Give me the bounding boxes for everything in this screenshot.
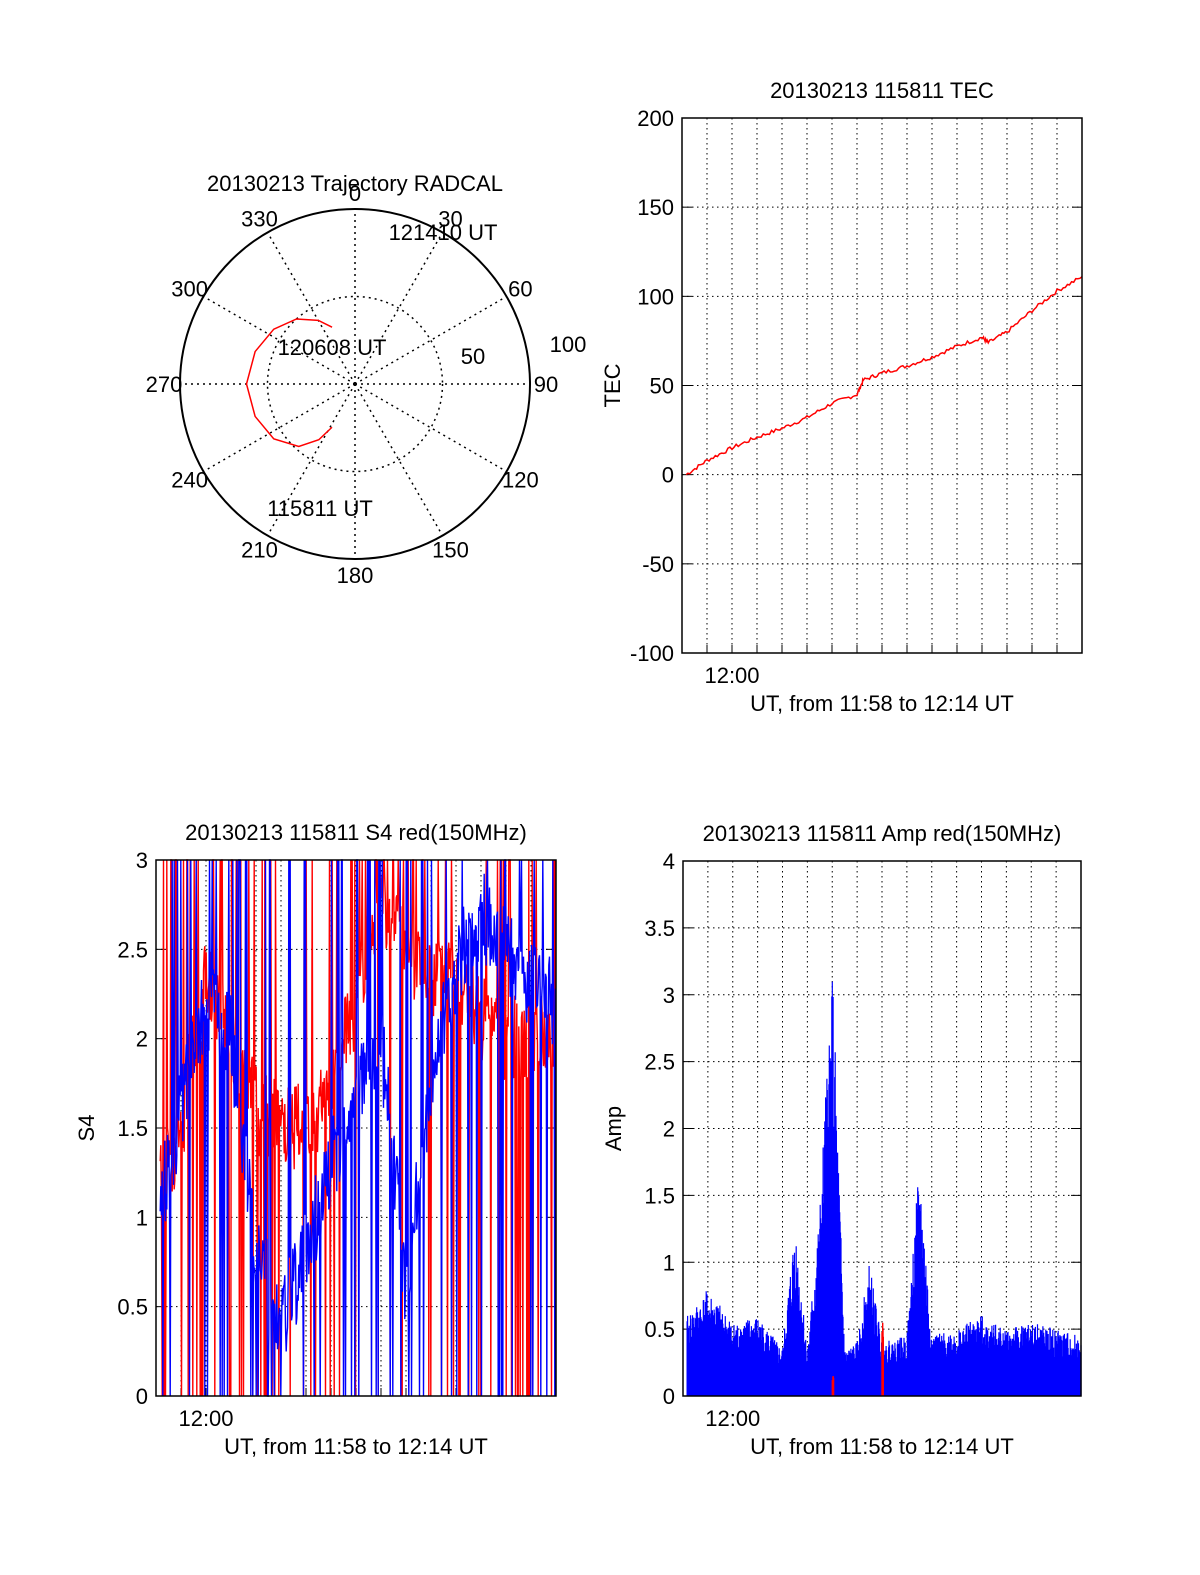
trajectory-line	[245, 318, 333, 448]
plot-frame	[681, 117, 1083, 654]
polar-spoke	[354, 232, 444, 385]
tec-title: 20130213 115811 TEC	[770, 78, 994, 103]
polar-angle-label: 300	[171, 277, 208, 302]
y-axis-label: TEC	[600, 363, 625, 407]
y-tick-label: 4	[663, 849, 675, 874]
y-tick-label: 1	[663, 1250, 675, 1275]
y-tick-label: 0	[663, 1384, 675, 1409]
polar-angle-label: 120	[502, 468, 539, 493]
polar-angle-label: 270	[146, 372, 183, 397]
y-tick-label: 200	[637, 106, 674, 131]
amp-series-red	[831, 1376, 835, 1396]
trajectory-title: 20130213 Trajectory RADCAL	[207, 171, 503, 196]
x-tick-label: 12:00	[704, 663, 759, 688]
trajectory-annotation: 120608 UT	[278, 335, 387, 360]
y-tick-label: 150	[637, 195, 674, 220]
y-tick-label: 2	[663, 1117, 675, 1142]
y-tick-label: -100	[630, 641, 674, 666]
polar-spoke	[266, 232, 356, 385]
amp-chart: 20130213 115811 Amp red(150MHz) 0 0.5 1 1.5 2…	[601, 821, 1082, 1459]
y-tick-label: 100	[637, 284, 674, 309]
y-tick-label: 3	[136, 848, 148, 873]
polar-angle-label: 330	[241, 207, 278, 232]
polar-spoke	[266, 383, 356, 536]
polar-radial-label: 50	[461, 344, 485, 369]
y-tick-label: 1.5	[644, 1183, 675, 1208]
y-tick-label: 50	[650, 374, 674, 399]
tec-chart: 20130213 115811 TEC -100 -50 0 50 100 150 200 12…	[600, 78, 1083, 716]
y-tick-label: 3	[663, 983, 675, 1008]
polar-spoke	[203, 383, 356, 473]
x-axis-label: UT, from 11:58 to 12:14 UT	[750, 1434, 1014, 1459]
amp-series-blue	[686, 981, 1082, 1396]
trajectory-annotation: 115811 UT	[267, 496, 373, 521]
tec-series-line	[685, 276, 1083, 476]
plot-frame	[682, 860, 1082, 1397]
y-axis-label: Amp	[601, 1106, 626, 1151]
x-tick-label: 12:00	[178, 1406, 233, 1431]
polar-spoke	[354, 383, 444, 536]
polar-radial-label: 100	[550, 332, 587, 357]
x-tick-label: 12:00	[705, 1406, 760, 1431]
x-axis-label: UT, from 11:58 to 12:14 UT	[750, 691, 1014, 716]
polar-ring-50	[266, 295, 444, 473]
plot-frame	[155, 859, 557, 1397]
polar-angle-label: 0	[349, 181, 361, 206]
x-axis-label: UT, from 11:58 to 12:14 UT	[224, 1434, 488, 1459]
y-tick-label: 0	[662, 463, 674, 488]
amp-series-red	[881, 1322, 884, 1396]
trajectory-annotation: 121410 UT	[389, 220, 498, 245]
y-tick-label: 2	[136, 1027, 148, 1052]
polar-angle-label: 60	[508, 277, 532, 302]
y-tick-label: 0.5	[117, 1295, 148, 1320]
polar-angle-label: 150	[432, 537, 469, 562]
amp-title: 20130213 115811 Amp red(150MHz)	[703, 821, 1062, 846]
s4-series-blue	[159, 859, 557, 1397]
polar-angle-label: 90	[534, 372, 558, 397]
y-tick-label: 1.5	[117, 1116, 148, 1141]
y-tick-label: 1	[136, 1205, 148, 1230]
y-axis-label: S4	[74, 1115, 99, 1142]
y-tick-label: 3.5	[644, 916, 675, 941]
s4-chart: 20130213 115811 S4 red(150MHz) 0 0.5 1 1.5 2 2…	[74, 820, 557, 1459]
polar-angle-label: 240	[171, 468, 208, 493]
y-tick-label: 2.5	[644, 1050, 675, 1075]
y-tick-label: 0.5	[644, 1317, 675, 1342]
polar-spoke	[354, 295, 507, 385]
polar-spoke	[203, 295, 356, 385]
s4-title: 20130213 115811 S4 red(150MHz)	[185, 820, 527, 845]
polar-angle-label: 30	[438, 207, 462, 232]
y-tick-label: -50	[642, 552, 674, 577]
y-tick-label: 0	[136, 1384, 148, 1409]
y-tick-label: 2.5	[117, 937, 148, 962]
polar-angle-label: 210	[241, 537, 278, 562]
polar-angle-label: 180	[337, 563, 374, 588]
polar-spoke	[354, 383, 507, 473]
